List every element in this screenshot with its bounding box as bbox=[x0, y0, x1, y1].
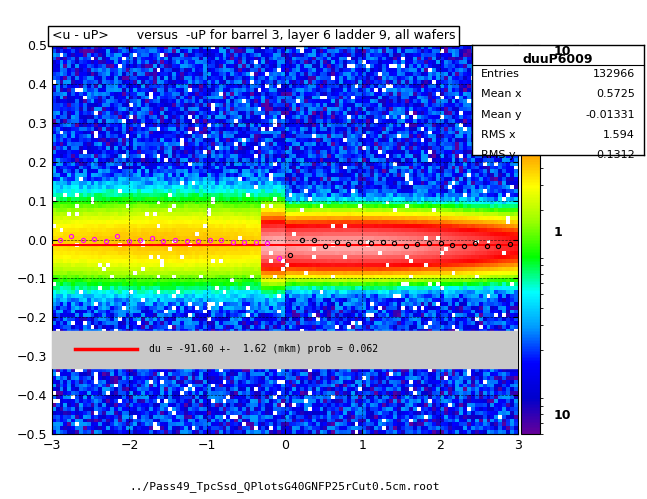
Text: 0.5725: 0.5725 bbox=[597, 89, 635, 99]
Text: <u - uP>       versus  -uP for barrel 3, layer 6 ladder 9, all wafers: <u - uP> versus -uP for barrel 3, layer … bbox=[52, 29, 455, 42]
Text: 1.594: 1.594 bbox=[603, 130, 635, 140]
Text: RMS y: RMS y bbox=[481, 150, 516, 160]
Text: 10: 10 bbox=[553, 409, 571, 422]
Text: Mean x: Mean x bbox=[481, 89, 521, 99]
Text: 0.1312: 0.1312 bbox=[597, 150, 635, 160]
Text: duuP6009: duuP6009 bbox=[523, 52, 593, 65]
Text: 10: 10 bbox=[553, 45, 571, 58]
Text: Mean y: Mean y bbox=[481, 110, 521, 120]
Text: 132966: 132966 bbox=[593, 69, 635, 79]
Text: du = -91.60 +-  1.62 (mkm) prob = 0.062: du = -91.60 +- 1.62 (mkm) prob = 0.062 bbox=[149, 344, 378, 354]
Text: -0.01331: -0.01331 bbox=[586, 110, 635, 120]
Text: 1: 1 bbox=[553, 226, 562, 239]
Text: Entries: Entries bbox=[481, 69, 520, 79]
Bar bbox=[52, 331, 518, 368]
Text: ../Pass49_TpcSsd_QPlotsG40GNFP25rCut0.5cm.root: ../Pass49_TpcSsd_QPlotsG40GNFP25rCut0.5c… bbox=[129, 481, 440, 492]
Text: RMS x: RMS x bbox=[481, 130, 516, 140]
